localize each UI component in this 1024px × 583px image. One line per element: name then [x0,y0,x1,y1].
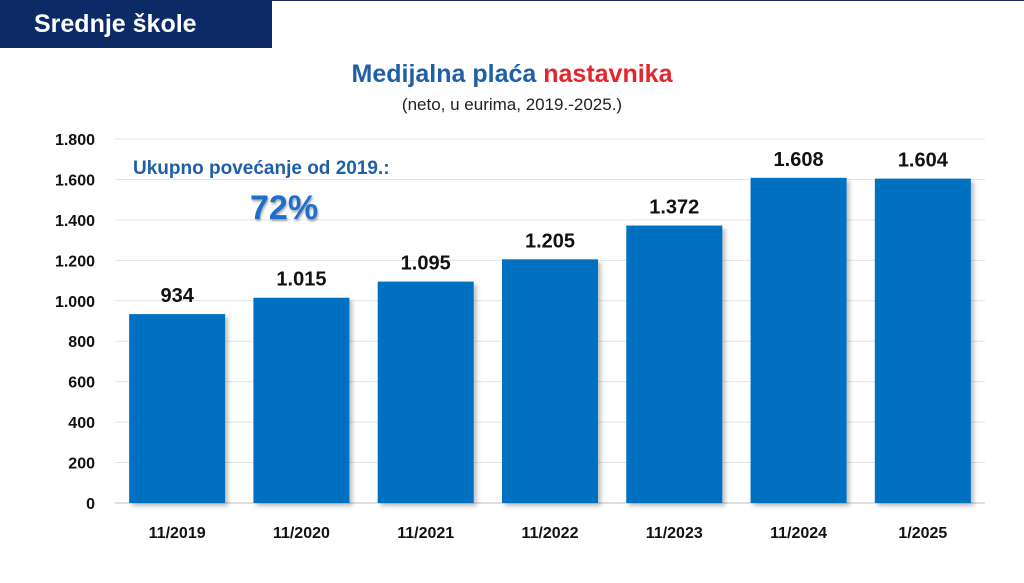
bar-11-2023 [626,225,723,503]
header-rule [272,0,1024,1]
data-label: 1.205 [525,230,575,252]
data-label: 1.015 [276,269,326,291]
chart-subtitle: (neto, u eurima, 2019.-2025.) [401,95,623,114]
data-label: 1.095 [401,253,451,275]
section-header: Srednje škole [0,0,272,48]
bar-11-2022 [502,259,598,503]
x-tick-label: 11/2024 [770,525,827,542]
bar-11-2020 [253,297,350,503]
x-tick-label: 11/2021 [397,525,454,542]
y-tick-label: 800 [68,334,95,351]
y-tick-label: 1.000 [55,294,95,311]
x-tick-label: 1/2025 [898,525,947,542]
data-label: 1.372 [649,197,699,219]
x-tick-label: 11/2020 [273,525,330,542]
x-axis: 11/2019 11/2020 11/2021 11/2022 11/2023 11/20… [149,525,948,542]
data-label: 1.608 [774,149,824,171]
y-tick-label: 200 [68,456,95,473]
total-increase-value: 72% [250,189,319,227]
y-tick-label: 0 [86,496,95,513]
bar-11-2019 [129,314,226,503]
data-labels: 934 1.015 1.095 1.205 1.372 1.608 1.604 [160,149,948,307]
y-tick-label: 1.600 [55,172,95,189]
bar-1-2025 [874,178,971,503]
data-label: 1.604 [898,150,949,172]
y-axis: 0 200 400 600 800 1.000 1.200 1.400 1.600 1.800 [55,132,95,513]
x-tick-label: 11/2023 [646,525,703,542]
data-label: 934 [160,285,194,307]
bar-11-2024 [750,177,847,503]
chart-title-main: Medijalna plaća [351,60,537,88]
bars [129,177,971,503]
x-tick-label: 11/2022 [522,525,579,542]
y-tick-label: 1.200 [55,253,95,270]
y-tick-label: 1.800 [55,132,95,149]
total-increase-label: Ukupno povećanje od 2019.: [133,158,390,179]
chart-title-highlight: nastavnika [543,60,673,88]
y-tick-label: 1.400 [55,213,95,230]
x-tick-label: 11/2019 [149,525,206,542]
chart-title: Medijalna plaća nastavnika [0,60,1024,89]
y-tick-label: 400 [68,415,95,432]
bar-11-2021 [377,281,474,503]
y-tick-label: 600 [68,375,95,392]
